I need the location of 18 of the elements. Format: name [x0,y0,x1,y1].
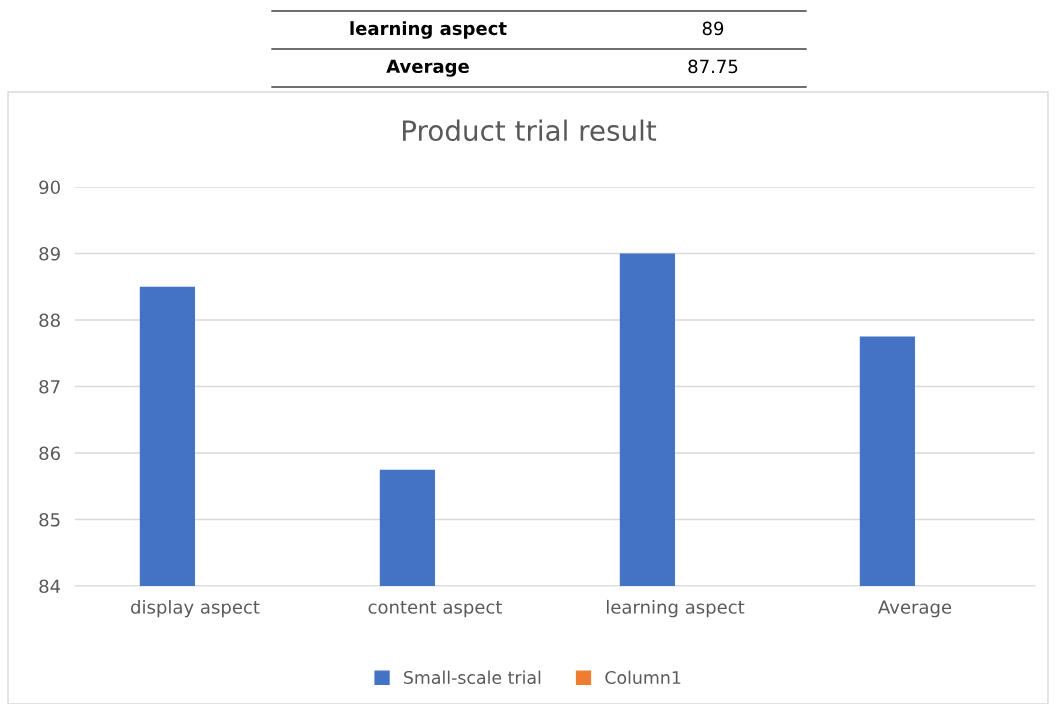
y-tick-label: 85 [39,512,60,527]
x-tick-label: learning aspect [606,599,745,618]
text: learning aspect [350,21,507,39]
x-tick-label: display aspect [131,599,260,618]
y-tick-label: 87 [39,379,60,394]
text: 87.75 [688,59,738,74]
y-tick-label: 89 [39,246,60,261]
y-tick-label: 84 [39,579,61,594]
legend-label: Column1 [605,670,681,685]
x-tick-label: Average [878,600,952,618]
y-tick-label: 88 [39,313,60,328]
y-tick-label: 86 [39,446,60,461]
text: Average [386,59,469,77]
x-tick-label: content aspect [368,600,503,618]
text: 89 [702,21,724,36]
chart-title: Product trial result [403,119,657,142]
legend-label: Small-scale trial [404,670,541,685]
y-tick-label: 90 [39,180,60,195]
